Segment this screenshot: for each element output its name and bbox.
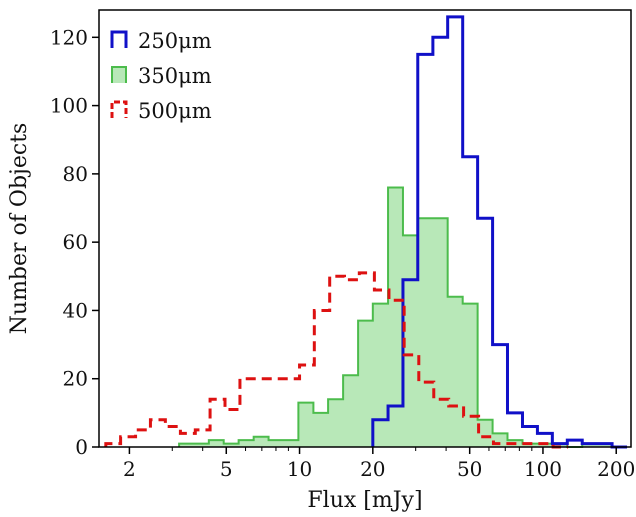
bar-250m-8	[493, 345, 508, 447]
x-tick-label-200: 200	[597, 457, 635, 481]
x-tick-label-100: 100	[524, 457, 562, 481]
axes-layer: 2 5 10 20 50 100 200 0 20 40 60 80 100 120	[50, 9, 635, 481]
bar-500m-15	[330, 276, 345, 447]
series-line-250m	[371, 15, 628, 449]
plot-frame	[98, 9, 632, 448]
series-line-500m	[104, 271, 569, 449]
bar-500m-17	[359, 273, 374, 447]
bar-500m-12	[285, 379, 300, 447]
bar-500m-20	[404, 355, 419, 447]
legend-item-350m: 350μm	[111, 64, 212, 88]
legend-label-350m: 350μm	[138, 64, 212, 88]
bar-500m-6	[195, 430, 210, 447]
bar-500m-16	[345, 280, 360, 447]
bar-500m-3	[150, 420, 165, 447]
bar-250m-13	[567, 440, 582, 447]
bar-250m-9	[507, 413, 522, 447]
bar-500m-7	[210, 399, 225, 447]
legend: 250μm 350μm 500μm	[110, 29, 212, 123]
y-tick-label-60: 60	[63, 230, 88, 254]
y-tick-label-120: 120	[50, 25, 88, 49]
x-tick-label-20: 20	[360, 457, 385, 481]
series-fill-350m	[179, 187, 613, 447]
y-tick-label-20: 20	[63, 367, 88, 391]
bar-250m-4	[433, 37, 448, 447]
bar-500m-2	[136, 430, 151, 447]
x-tick-label-10: 10	[287, 457, 312, 481]
y-tick-label-80: 80	[63, 162, 88, 186]
bar-500m-22	[434, 399, 449, 447]
y-tick-label-100: 100	[50, 94, 88, 118]
bar-500m-21	[419, 382, 434, 447]
series-layer	[104, 15, 628, 449]
bar-500m-5	[180, 433, 195, 447]
bar-500m-1	[121, 437, 136, 447]
bar-500m-11	[270, 379, 285, 447]
legend-item-250m: 250μm	[110, 29, 212, 53]
x-tick-label-50: 50	[457, 457, 482, 481]
legend-swatch-250m	[110, 30, 128, 48]
legend-item-500m: 500μm	[110, 99, 212, 123]
legend-swatch-500m	[110, 100, 128, 118]
legend-swatch-outline-350m	[111, 66, 127, 83]
bar-250m-6	[463, 157, 478, 447]
bar-500m-10	[255, 379, 270, 447]
bar-500m-18	[374, 290, 389, 447]
bar-500m-25	[479, 437, 494, 447]
x-axis-title: Flux [mJy]	[307, 488, 422, 513]
bar-250m-5	[448, 17, 463, 447]
y-tick-label-40: 40	[63, 298, 88, 322]
bar-500m-9	[240, 379, 255, 447]
bar-250m-7	[478, 218, 493, 447]
bar-500m-23	[449, 406, 464, 447]
bar-500m-24	[464, 416, 479, 447]
bar-500m-19	[389, 300, 404, 447]
legend-label-250m: 250μm	[138, 29, 212, 53]
legend-label-500m: 500μm	[138, 99, 212, 123]
series-500m	[104, 271, 569, 449]
bar-500m-14	[314, 310, 329, 447]
y-axis-title: Number of Objects	[7, 123, 32, 335]
x-tick-label-2: 2	[123, 457, 136, 481]
bar-500m-8	[225, 409, 240, 447]
legend-swatch-350m	[112, 67, 126, 83]
x-tick-label-5: 5	[220, 457, 233, 481]
y-tick-label-0: 0	[75, 435, 88, 459]
bar-500m-4	[165, 427, 180, 447]
series-250m	[371, 15, 628, 449]
bar-500m-13	[300, 365, 315, 447]
